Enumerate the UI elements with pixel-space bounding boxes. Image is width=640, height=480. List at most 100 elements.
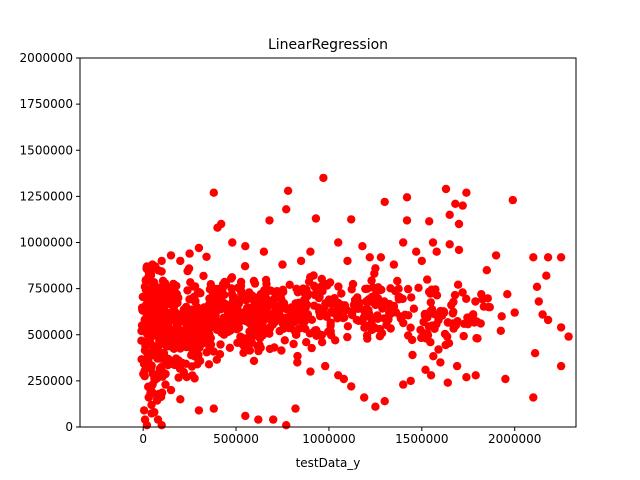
data-point-cluster	[191, 296, 200, 306]
y-tick-label: 2000000	[20, 51, 73, 65]
data-point-cluster	[441, 340, 450, 350]
data-point-cluster	[223, 308, 233, 317]
data-point-cluster	[275, 303, 284, 312]
data-point-cluster	[448, 309, 457, 318]
data-point-cluster	[184, 264, 194, 273]
data-point	[432, 247, 441, 256]
x-tick-label: 0	[139, 432, 147, 446]
data-point-cluster	[265, 286, 275, 295]
data-point	[140, 415, 150, 424]
data-point	[228, 238, 237, 247]
data-point-cluster	[479, 302, 488, 311]
data-point-cluster	[169, 344, 179, 353]
data-point	[209, 188, 218, 197]
data-point	[534, 297, 543, 306]
y-tick-label: 1000000	[20, 236, 73, 250]
data-point-cluster	[159, 329, 168, 339]
data-point-cluster	[149, 345, 158, 354]
data-point	[454, 219, 464, 229]
data-point-cluster	[227, 321, 236, 330]
data-point	[462, 188, 471, 197]
data-point-cluster	[146, 266, 156, 275]
data-point	[209, 404, 218, 413]
data-point-cluster	[338, 313, 348, 323]
data-point-cluster	[179, 367, 188, 377]
data-point-cluster	[174, 356, 183, 365]
data-point-cluster	[302, 338, 311, 347]
data-point	[389, 260, 399, 269]
y-axis-ticks: 0 250000 500000 750000 1000000 1250000 1500000…	[20, 51, 80, 434]
data-point	[296, 256, 306, 266]
data-point-cluster	[217, 287, 227, 296]
data-point-cluster	[159, 348, 169, 358]
data-point	[365, 253, 374, 262]
data-point-cluster	[453, 280, 463, 289]
data-point-cluster	[156, 321, 165, 330]
data-point-cluster	[182, 302, 191, 312]
data-point-cluster	[161, 282, 171, 291]
data-point-cluster	[162, 293, 171, 302]
data-point-cluster	[342, 305, 351, 315]
data-point-cluster	[362, 331, 372, 340]
data-point-cluster	[472, 334, 481, 343]
data-point-cluster	[358, 317, 367, 326]
data-point	[319, 173, 328, 183]
data-point-cluster	[361, 284, 370, 294]
data-point	[556, 323, 566, 332]
data-point-cluster	[170, 283, 179, 292]
data-point-cluster	[166, 325, 175, 334]
data-point	[425, 217, 434, 226]
data-point	[445, 210, 454, 219]
data-point-cluster	[360, 305, 369, 314]
data-point-cluster	[270, 343, 279, 352]
data-point	[321, 361, 330, 371]
data-point-cluster	[307, 315, 317, 324]
data-point	[217, 219, 226, 229]
data-point-cluster	[394, 284, 403, 293]
data-point-cluster	[156, 337, 165, 346]
data-point-cluster	[202, 348, 211, 357]
data-points	[137, 173, 573, 430]
data-point-cluster	[175, 325, 184, 335]
data-point-cluster	[322, 312, 331, 321]
data-point-cluster	[216, 340, 225, 349]
data-point	[421, 365, 430, 374]
data-point-cluster	[347, 310, 357, 320]
data-point-cluster	[355, 298, 364, 308]
data-point-cluster	[196, 289, 205, 298]
data-point-cluster	[188, 306, 198, 315]
data-point	[497, 312, 506, 321]
data-point-cluster	[243, 312, 252, 321]
data-point-cluster	[157, 304, 166, 313]
data-point	[491, 251, 501, 260]
data-point	[293, 358, 302, 367]
data-point	[428, 238, 438, 247]
data-point	[542, 271, 551, 280]
data-point-cluster	[347, 285, 356, 294]
data-point	[452, 361, 462, 371]
data-point	[176, 256, 185, 266]
data-point-cluster	[148, 388, 158, 398]
data-point-cluster	[198, 322, 207, 331]
data-point-cluster	[443, 332, 452, 341]
data-point-cluster	[209, 347, 218, 356]
data-point	[380, 397, 389, 406]
data-point-cluster	[326, 327, 335, 336]
data-point-cluster	[183, 286, 192, 295]
data-point-cluster	[330, 294, 339, 303]
data-point-cluster	[310, 282, 320, 292]
y-tick-label: 1250000	[20, 189, 73, 203]
data-point-cluster	[207, 307, 216, 316]
data-point	[358, 242, 367, 251]
data-point-cluster	[343, 322, 353, 331]
data-point-cluster	[241, 296, 251, 305]
data-point-cluster	[246, 319, 255, 329]
data-point-cluster	[191, 352, 200, 361]
data-point	[269, 415, 278, 424]
data-point	[282, 205, 291, 214]
data-point-cluster	[181, 319, 191, 328]
data-point-cluster	[367, 276, 376, 285]
data-point-cluster	[292, 284, 301, 293]
data-point	[194, 406, 204, 415]
